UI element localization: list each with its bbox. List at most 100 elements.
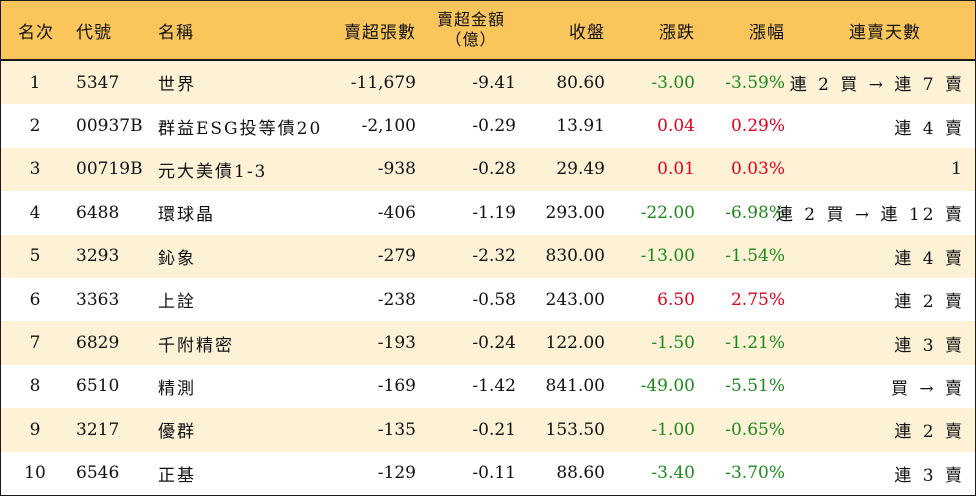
cell-net-lots: -169 (377, 376, 416, 397)
cell-net-lots: -129 (377, 463, 416, 484)
cell-code: 00937B (76, 116, 143, 137)
table-row[interactable]: 3 00719B 元大美債1-3 -938 -0.28 29.49 0.01 0.03% 1 (1, 147, 975, 192)
cell-streak: 連 2 賣 (894, 422, 965, 443)
cell-close: 29.49 (556, 159, 605, 180)
cell-pct: -5.51% (725, 376, 785, 397)
cell-net-amount: -0.28 (472, 159, 516, 180)
cell-pct: -6.98% (725, 202, 785, 223)
header-rank: 名次 (18, 22, 54, 43)
cell-code: 6488 (76, 202, 120, 223)
cell-name: 鈊象 (158, 248, 196, 269)
cell-rank: 6 (29, 289, 41, 310)
cell-net-lots: -279 (377, 246, 416, 267)
cell-streak: 連 3 賣 (894, 465, 965, 486)
cell-net-amount: -0.11 (472, 463, 516, 484)
cell-streak: 連 4 賣 (894, 118, 965, 139)
cell-name: 優群 (158, 422, 196, 443)
cell-code: 6546 (76, 463, 120, 484)
header-pct: 漲幅 (749, 22, 785, 43)
cell-close: 830.00 (545, 246, 605, 267)
cell-net-lots: -135 (377, 419, 416, 440)
cell-close: 80.60 (556, 72, 605, 93)
cell-pct: 2.75% (730, 289, 785, 310)
cell-code: 6510 (76, 376, 120, 397)
cell-name: 正基 (158, 465, 196, 486)
cell-close: 841.00 (545, 376, 605, 397)
cell-close: 122.00 (545, 333, 605, 354)
cell-name: 環球晶 (158, 205, 215, 226)
cell-streak: 1 (951, 159, 965, 180)
cell-rank: 10 (24, 463, 46, 484)
cell-pct: -3.70% (725, 463, 785, 484)
cell-net-amount: -1.42 (472, 376, 516, 397)
cell-pct: 0.29% (730, 116, 785, 137)
cell-net-lots: -406 (377, 202, 416, 223)
cell-net-lots: -11,679 (350, 72, 416, 93)
cell-pct: -1.54% (725, 246, 785, 267)
cell-net-amount: -1.19 (472, 202, 516, 223)
cell-streak: 連 2 買 → 連 12 賣 (775, 205, 965, 226)
cell-net-lots: -938 (377, 159, 416, 180)
cell-change: -49.00 (640, 376, 695, 397)
cell-net-amount: -9.41 (472, 72, 516, 93)
cell-change: -3.00 (651, 72, 695, 93)
cell-name: 元大美債1-3 (158, 161, 268, 182)
cell-name: 群益ESG投等債20 (158, 118, 323, 139)
cell-change: -1.50 (651, 333, 695, 354)
cell-name: 上詮 (158, 292, 196, 313)
header-net-amount-unit: （億） (445, 30, 497, 49)
table-row[interactable]: 2 00937B 群益ESG投等債20 -2,100 -0.29 13.91 0.04 0.2… (1, 104, 975, 148)
table-row[interactable]: 7 6829 千附精密 -193 -0.24 122.00 -1.50 -1.21% 連 3 賣 (1, 321, 975, 365)
cell-change: -1.00 (651, 419, 695, 440)
cell-close: 293.00 (545, 202, 605, 223)
cell-change: -3.40 (651, 463, 695, 484)
table-row[interactable]: 5 3293 鈊象 -279 -2.32 830.00 -13.00 -1.54% 連 4 賣 (1, 234, 975, 278)
cell-change: 0.01 (657, 159, 695, 180)
cell-pct: -1.21% (725, 333, 785, 354)
cell-net-lots: -238 (377, 289, 416, 310)
cell-code: 5347 (76, 72, 120, 93)
cell-close: 243.00 (545, 289, 605, 310)
cell-streak: 連 3 賣 (894, 335, 965, 356)
header-net-amount-label: 賣超金額 (436, 10, 505, 29)
header-code: 代號 (76, 22, 112, 43)
cell-pct: -3.59% (725, 72, 785, 93)
header-close: 收盤 (569, 22, 605, 43)
cell-pct: -0.65% (725, 419, 785, 440)
cell-close: 153.50 (545, 419, 605, 440)
cell-close: 13.91 (556, 116, 605, 137)
cell-rank: 9 (29, 419, 41, 440)
cell-net-amount: -2.32 (472, 246, 516, 267)
cell-name: 千附精密 (158, 335, 234, 356)
header-change: 漲跌 (659, 22, 695, 43)
table-row[interactable]: 1 5347 世界 -11,679 -9.41 80.60 -3.00 -3.59% 連 2 買… (1, 61, 975, 105)
cell-net-amount: -0.21 (472, 419, 516, 440)
cell-code: 3363 (76, 289, 120, 310)
cell-change: 0.04 (657, 116, 695, 137)
cell-pct: 0.03% (730, 159, 785, 180)
header-net-lots: 賣超張數 (344, 22, 416, 43)
cell-streak: 連 2 買 → 連 7 賣 (789, 75, 965, 96)
header-net-amount: 賣超金額 （億） (426, 1, 516, 59)
table-header: 名次 代號 名稱 賣超張數 賣超金額 （億） 收盤 漲跌 漲幅 連賣天數 (1, 1, 975, 61)
cell-code: 3217 (76, 419, 120, 440)
cell-rank: 7 (29, 333, 41, 354)
cell-change: 6.50 (657, 289, 695, 310)
cell-rank: 8 (29, 376, 41, 397)
table-row[interactable]: 4 6488 環球晶 -406 -1.19 293.00 -22.00 -6.98% 連 2 買… (1, 191, 975, 235)
table-row[interactable]: 6 3363 上詮 -238 -0.58 243.00 6.50 2.75% 連 2 賣 (1, 278, 975, 322)
cell-net-lots: -2,100 (361, 116, 416, 137)
cell-rank: 3 (29, 159, 41, 180)
cell-rank: 4 (29, 202, 41, 223)
cell-net-lots: -193 (377, 333, 416, 354)
table-row[interactable]: 10 6546 正基 -129 -0.11 88.60 -3.40 -3.70% 連 3 賣 (1, 451, 975, 495)
table-row[interactable]: 8 6510 精測 -169 -1.42 841.00 -49.00 -5.51% 買 → 賣 (1, 364, 975, 409)
cell-net-amount: -0.24 (472, 333, 516, 354)
cell-rank: 1 (29, 72, 41, 93)
table-row[interactable]: 9 3217 優群 -135 -0.21 153.50 -1.00 -0.65% 連 2 賣 (1, 408, 975, 452)
header-name: 名稱 (158, 22, 194, 43)
cell-net-amount: -0.29 (472, 116, 516, 137)
cell-net-amount: -0.58 (472, 289, 516, 310)
cell-name: 精測 (158, 378, 196, 399)
